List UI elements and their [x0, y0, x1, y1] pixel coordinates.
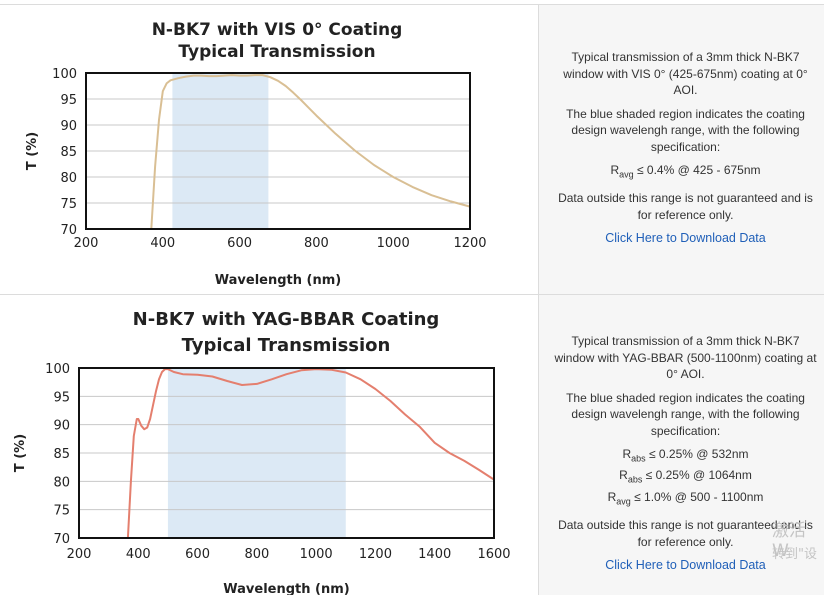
y-tick-label: 70	[60, 223, 77, 238]
x-tick-label: 400	[150, 236, 175, 251]
spec-line: Rabs ≤ 0.25% @ 1064nm	[619, 468, 752, 485]
spec-list: Rabs ≤ 0.25% @ 532nm Rabs ≤ 0.25% @ 1064…	[551, 446, 820, 510]
chart-subtitle: Typical Transmission	[178, 42, 375, 62]
y-tick-label: 90	[60, 119, 77, 134]
x-tick-label: 800	[244, 547, 269, 562]
chart-title: N-BK7 with YAG-BBAR Coating	[133, 309, 440, 330]
x-tick-label: 1000	[377, 236, 410, 251]
transmission-curve	[150, 74, 471, 230]
y-axis-label: T (%)	[13, 434, 28, 472]
x-tick-label: 200	[74, 236, 99, 251]
activation-watermark-line2: 转到"设	[772, 547, 817, 562]
download-data-link[interactable]: Click Here to Download Data	[605, 231, 766, 246]
chart-subtitle: Typical Transmission	[182, 335, 391, 356]
y-tick-label: 95	[53, 390, 70, 405]
y-tick-label: 80	[60, 171, 77, 186]
y-tick-label: 85	[60, 145, 77, 160]
y-tick-label: 85	[53, 447, 70, 462]
description-shading-note: The blue shaded region indicates the coa…	[566, 106, 805, 154]
x-tick-label: 400	[126, 547, 151, 562]
y-tick-label: 70	[53, 532, 70, 547]
x-tick-label: 200	[67, 547, 92, 562]
x-tick-label: 600	[185, 547, 210, 562]
description-disclaimer: Data outside this range is not guarantee…	[558, 518, 813, 549]
y-tick-label: 100	[52, 67, 77, 82]
download-data-link[interactable]: Click Here to Download Data	[605, 558, 766, 573]
description-cell-vis0: Typical transmission of a 3mm thick N-BK…	[538, 5, 824, 295]
description-disclaimer: Data outside this range is not guarantee…	[558, 191, 813, 222]
description-cell-yag-bbar: Typical transmission of a 3mm thick N-BK…	[538, 295, 824, 595]
plot-frame	[85, 72, 471, 230]
spec-line: Ravg ≤ 0.4% @ 425 - 675nm	[610, 163, 761, 180]
y-tick-label: 75	[53, 504, 70, 519]
y-tick-label: 90	[53, 419, 70, 434]
x-tick-label: 1600	[477, 547, 510, 562]
x-tick-label: 800	[304, 236, 329, 251]
x-axis-label: Wavelength (nm)	[223, 582, 349, 595]
x-tick-label: 1400	[418, 547, 451, 562]
x-axis-label: Wavelength (nm)	[215, 273, 341, 288]
chart-title: N-BK7 with VIS 0° Coating	[152, 20, 403, 40]
x-tick-label: 1000	[300, 547, 333, 562]
x-tick-label: 1200	[359, 547, 392, 562]
description-intro: Typical transmission of a 3mm thick N-BK…	[563, 50, 808, 97]
spec-line: Rabs ≤ 0.25% @ 532nm	[622, 447, 749, 464]
y-tick-label: 95	[60, 93, 77, 108]
spec-list: Ravg ≤ 0.4% @ 425 - 675nm	[551, 162, 820, 183]
transmission-curve	[126, 368, 495, 539]
y-tick-label: 100	[45, 362, 70, 377]
plot-frame	[78, 367, 495, 539]
y-tick-label: 80	[53, 475, 70, 490]
transmission-chart-yag-bbar: N-BK7 with YAG-BBAR Coating Typical Trans…	[13, 309, 511, 595]
x-tick-label: 600	[227, 236, 252, 251]
description-text-yag-bbar: Typical transmission of a 3mm thick N-BK…	[551, 333, 820, 574]
y-axis-label: T (%)	[25, 132, 40, 170]
activation-watermark-line1: 激活 W	[772, 521, 806, 561]
product-row-yag-bbar: N-BK7 with YAG-BBAR Coating Typical Trans…	[0, 294, 824, 595]
product-row-vis0: N-BK7 with VIS 0° Coating Typical Transmi…	[0, 4, 824, 295]
chart-cell-yag-bbar: N-BK7 with YAG-BBAR Coating Typical Trans…	[0, 295, 538, 595]
y-tick-label: 75	[60, 197, 77, 212]
spec-line: Ravg ≤ 1.0% @ 500 - 1100nm	[607, 489, 764, 507]
description-text-vis0: Typical transmission of a 3mm thick N-BK…	[551, 49, 820, 247]
x-tick-label: 1200	[453, 236, 486, 251]
description-intro: Typical transmission of a 3mm thick N-BK…	[554, 334, 817, 381]
description-shading-note: The blue shaded region indicates the coa…	[566, 390, 805, 438]
chart-cell-vis0: N-BK7 with VIS 0° Coating Typical Transmi…	[0, 5, 538, 295]
